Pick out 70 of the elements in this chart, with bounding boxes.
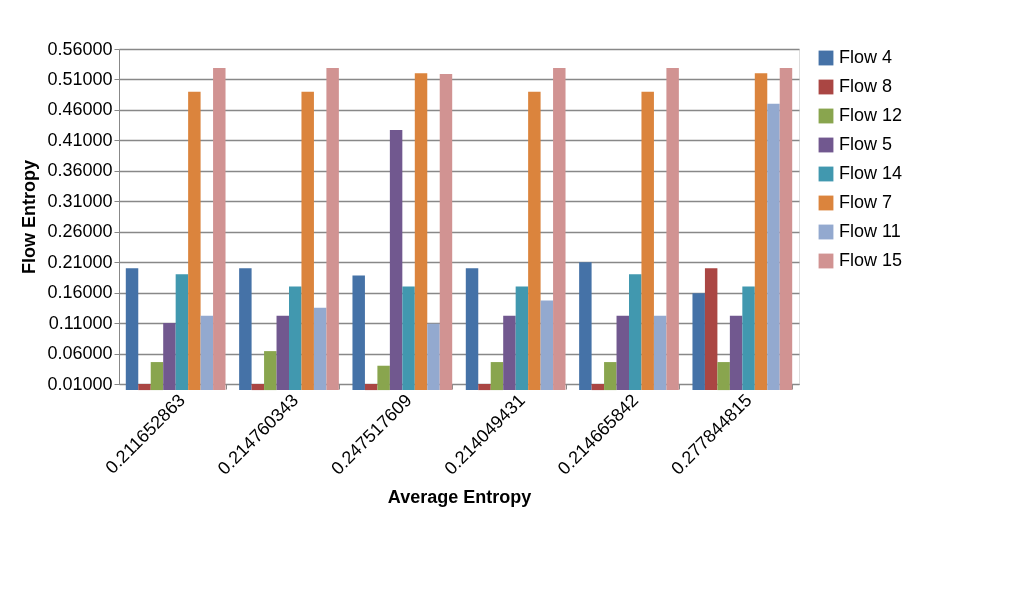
bar — [150, 362, 164, 391]
y-tick-label: 0.36000 — [47, 160, 113, 181]
bar — [767, 103, 780, 391]
bar — [666, 67, 679, 391]
bar — [289, 286, 302, 391]
y-tick-label: 0.11000 — [48, 312, 113, 333]
bar — [163, 323, 176, 391]
bar — [629, 274, 642, 391]
bar — [125, 268, 139, 391]
bar — [579, 262, 592, 391]
bar — [692, 293, 705, 391]
bar — [591, 384, 605, 391]
bar — [213, 67, 226, 391]
bar — [402, 286, 415, 391]
bar — [540, 300, 554, 391]
bar — [251, 384, 265, 391]
legend-label: Flow 7 — [839, 192, 893, 212]
bar — [377, 365, 390, 391]
bar — [352, 275, 365, 391]
bar — [389, 130, 403, 391]
bar — [326, 67, 339, 391]
legend-label: Flow 4 — [839, 47, 893, 67]
y-tick-label: 0.21000 — [47, 251, 113, 272]
legend-label: Flow 5 — [839, 134, 893, 154]
legend-label: Flow 11 — [839, 221, 901, 241]
bar — [239, 268, 252, 391]
bar — [301, 91, 314, 391]
bar — [754, 73, 768, 391]
y-tick-label: 0.16000 — [47, 282, 113, 303]
y-axis-title: Flow Entropy — [19, 160, 40, 274]
y-tick-label: 0.01000 — [47, 373, 113, 394]
bar — [138, 384, 151, 391]
y-tick-label: 0.41000 — [47, 129, 113, 150]
bar — [313, 307, 327, 391]
bar — [465, 268, 479, 391]
y-tick-label: 0.46000 — [47, 99, 113, 120]
bar — [717, 362, 730, 391]
bar — [641, 91, 654, 391]
bar — [616, 315, 629, 391]
bar — [490, 362, 504, 391]
bar — [188, 91, 201, 391]
bar — [364, 384, 378, 391]
y-tick-label: 0.31000 — [47, 190, 113, 211]
y-tick-label: 0.06000 — [47, 343, 113, 364]
bar — [427, 323, 440, 391]
bar — [515, 286, 529, 391]
bar — [604, 362, 617, 391]
y-tick-label: 0.51000 — [47, 68, 113, 89]
y-tick-label: 0.26000 — [47, 221, 113, 242]
legend-label: Flow 12 — [839, 105, 903, 125]
bar — [200, 315, 214, 391]
legend-label: Flow 15 — [839, 250, 903, 270]
bar — [779, 67, 793, 391]
bar — [264, 351, 277, 391]
bar — [653, 315, 667, 391]
legend-label: Flow 14 — [839, 163, 903, 183]
y-tick-label: 0.56000 — [47, 38, 113, 59]
bar — [528, 91, 541, 391]
bar — [439, 73, 453, 391]
bar — [704, 268, 718, 391]
bar — [414, 73, 428, 391]
bar — [553, 67, 566, 391]
bar — [729, 315, 743, 391]
bar — [503, 315, 516, 391]
bar — [742, 286, 755, 391]
legend-label: Flow 8 — [839, 76, 893, 96]
bar — [478, 384, 491, 391]
bar — [175, 274, 189, 391]
bar — [276, 315, 289, 391]
x-axis-title: Average Entropy — [387, 486, 532, 507]
